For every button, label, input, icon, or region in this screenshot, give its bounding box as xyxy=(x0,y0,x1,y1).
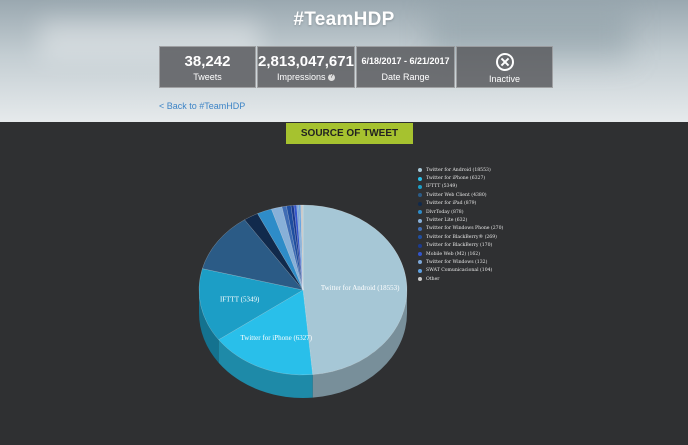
help-icon[interactable]: ? xyxy=(328,74,336,82)
impressions-label-row: Impressions ? xyxy=(258,72,354,82)
pie-slice[interactable] xyxy=(300,204,304,291)
legend-swatch xyxy=(418,184,422,189)
legend-label: Twitter for BlackBerry (170) xyxy=(426,243,493,249)
pie-slice[interactable] xyxy=(302,204,408,375)
legend-label: Mobile Web (M2) (162) xyxy=(426,251,481,257)
stats-bar: 38,242 Tweets 2,813,047,671 Impressions … xyxy=(159,46,554,88)
legend-item[interactable]: IFTTT (5349) xyxy=(418,183,503,191)
legend-swatch xyxy=(418,277,422,282)
legend-label: Twitter Web Client (4380) xyxy=(426,192,487,198)
pie-slice[interactable] xyxy=(198,268,304,341)
pie-slice-label: Twitter for iPhone (6327) xyxy=(241,334,313,342)
legend-item[interactable]: Twitter for BlackBerry® (269) xyxy=(418,233,503,241)
legend-label: Twitter for BlackBerry® (269) xyxy=(426,234,497,240)
legend-item[interactable]: Twitter Lite (632) xyxy=(418,216,503,224)
legend-label: DlvrToday (878) xyxy=(426,209,464,215)
pie-slice-label: Twitter for Android (18553) xyxy=(321,284,400,292)
pie-slice-side xyxy=(199,290,219,363)
legend-item[interactable]: Other xyxy=(418,275,503,283)
legend-label: Other xyxy=(426,276,440,282)
legend-swatch xyxy=(418,193,422,198)
legend-item[interactable]: DlvrToday (878) xyxy=(418,208,503,216)
pie-slice[interactable] xyxy=(298,204,304,291)
impressions-label: Impressions xyxy=(276,72,326,82)
header-banner: #TeamHDP 38,242 Tweets 2,813,047,671 Imp… xyxy=(0,0,688,122)
legend-label: Twitter for Android (18553) xyxy=(426,167,491,173)
legend-swatch xyxy=(418,176,422,181)
legend-swatch xyxy=(418,252,422,257)
stat-status[interactable]: Inactive xyxy=(456,46,553,88)
legend-label: Twitter for Windows (132) xyxy=(426,259,488,265)
pie-slice-side xyxy=(218,339,313,399)
legend-label: Twitter for iPhone (6327) xyxy=(426,176,486,182)
pie-slice[interactable] xyxy=(257,208,304,291)
pie-slice[interactable] xyxy=(293,204,304,291)
legend-item[interactable]: Mobile Web (M2) (162) xyxy=(418,250,503,258)
legend-swatch xyxy=(418,168,422,173)
pie-slice[interactable] xyxy=(271,206,304,291)
stat-date-range: 6/18/2017 - 6/21/2017 Date Range xyxy=(356,46,455,88)
tweets-label: Tweets xyxy=(193,72,222,82)
legend-item[interactable]: SWAT Comunicacional (104) xyxy=(418,267,503,275)
close-circle-icon xyxy=(495,53,514,71)
impressions-value: 2,813,047,671 xyxy=(258,53,354,70)
legend-item[interactable]: Twitter for Android (18553) xyxy=(418,166,503,174)
legend-swatch xyxy=(418,218,422,223)
legend-swatch xyxy=(418,235,422,240)
stat-tweets: 38,242 Tweets xyxy=(159,46,256,88)
legend-item[interactable]: Twitter for Windows (132) xyxy=(418,258,503,266)
section-title: SOURCE OF TWEET xyxy=(286,123,413,144)
legend-label: Twitter for iPad (879) xyxy=(426,201,477,207)
pie-slice-side xyxy=(312,290,407,398)
legend-swatch xyxy=(418,210,422,215)
pie-slice[interactable] xyxy=(281,205,304,291)
pie-slice[interactable] xyxy=(218,289,313,376)
pie-slice[interactable] xyxy=(296,204,304,291)
legend-item[interactable]: Twitter for iPad (879) xyxy=(418,200,503,208)
status-label: Inactive xyxy=(488,74,521,84)
legend-item[interactable]: Twitter for BlackBerry (170) xyxy=(418,242,503,250)
pie-slice[interactable] xyxy=(290,205,304,291)
pie-slice[interactable] xyxy=(244,213,304,291)
legend-label: Twitter Lite (632) xyxy=(426,218,468,224)
tweets-value: 38,242 xyxy=(184,53,231,70)
legend-swatch xyxy=(418,268,422,273)
legend-swatch xyxy=(418,243,422,248)
legend-label: IFTTT (5349) xyxy=(426,184,458,190)
legend-item[interactable]: Twitter for Windows Phone (270) xyxy=(418,225,503,233)
date-range-label: Date Range xyxy=(381,72,430,82)
pie-slice[interactable] xyxy=(286,205,304,291)
legend-item[interactable]: Twitter for iPhone (6327) xyxy=(418,174,503,182)
chart-legend: Twitter for Android (18553) Twitter for i… xyxy=(418,166,503,283)
legend-item[interactable]: Twitter Web Client (4380) xyxy=(418,191,503,199)
pie-slice-label: IFTTT (5349) xyxy=(220,296,260,304)
legend-swatch xyxy=(418,226,422,231)
pie-slice[interactable] xyxy=(202,219,304,291)
back-link[interactable]: < Back to #TeamHDP xyxy=(159,101,246,111)
stat-impressions: 2,813,047,671 Impressions ? xyxy=(257,46,355,88)
legend-label: Twitter for Windows Phone (270) xyxy=(426,226,504,232)
legend-swatch xyxy=(418,260,422,265)
date-range-value: 6/18/2017 - 6/21/2017 xyxy=(361,56,450,66)
legend-swatch xyxy=(418,201,422,206)
page-title: #TeamHDP xyxy=(293,9,395,30)
legend-label: SWAT Comunicacional (104) xyxy=(426,268,493,274)
